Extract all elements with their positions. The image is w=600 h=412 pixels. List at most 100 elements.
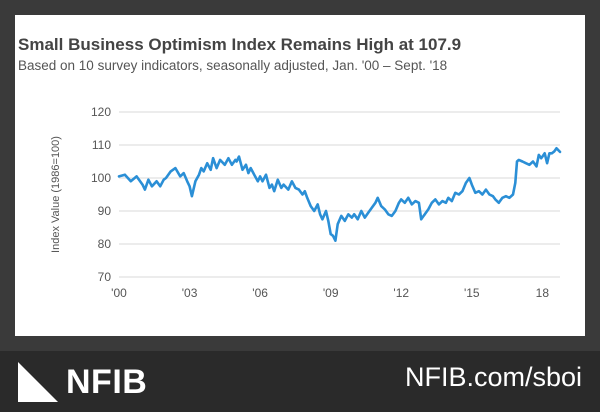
data-point xyxy=(447,197,450,199)
data-point xyxy=(559,151,561,153)
data-point xyxy=(265,173,267,176)
data-point xyxy=(135,175,138,178)
data-point xyxy=(194,180,197,183)
data-point xyxy=(538,154,540,156)
data-point xyxy=(407,197,410,199)
data-point xyxy=(360,210,363,212)
data-point xyxy=(202,170,205,173)
data-point xyxy=(268,187,271,189)
data-point xyxy=(200,167,203,169)
data-point xyxy=(155,180,158,183)
x-tick-label: '06 xyxy=(252,286,268,300)
data-point xyxy=(546,162,548,164)
line-chart: 70 80 90 100 110 120 '00 '03 '06 '09 '12 '15 18 Ind… xyxy=(50,105,562,300)
y-tick-label: 90 xyxy=(98,204,112,218)
data-point xyxy=(431,202,433,204)
data-point xyxy=(282,183,285,186)
series-line xyxy=(117,147,562,242)
data-point xyxy=(347,213,350,216)
data-point xyxy=(438,203,440,206)
data-point xyxy=(247,172,250,174)
x-tick-label: '09 xyxy=(323,286,339,300)
data-point xyxy=(494,198,497,201)
data-point xyxy=(227,157,230,159)
data-point xyxy=(186,180,188,183)
data-point xyxy=(253,173,255,176)
data-point xyxy=(501,197,504,199)
data-point xyxy=(191,195,193,197)
data-point xyxy=(516,160,518,163)
data-point xyxy=(553,150,555,153)
data-point xyxy=(404,202,406,204)
data-point xyxy=(471,183,473,186)
data-point xyxy=(245,164,247,166)
data-point xyxy=(543,152,546,155)
data-point xyxy=(351,216,353,219)
y-tick-labels: 70 80 90 100 110 120 xyxy=(91,105,111,284)
data-point xyxy=(541,155,544,158)
data-point xyxy=(441,200,444,202)
x-tick-label: 18 xyxy=(536,286,550,300)
data-point xyxy=(130,180,132,183)
x-tick-label: '00 xyxy=(111,286,127,300)
data-point xyxy=(224,164,226,166)
data-point xyxy=(458,193,460,196)
data-point xyxy=(508,197,511,199)
x-tick-label: '12 xyxy=(393,286,409,300)
data-point xyxy=(234,159,237,161)
data-point xyxy=(340,215,343,217)
data-point xyxy=(371,206,373,209)
data-point xyxy=(151,185,153,188)
data-point xyxy=(301,193,304,196)
footer-bar: NFIB NFIB.com/sboi xyxy=(0,351,600,412)
data-point xyxy=(424,213,426,216)
data-point xyxy=(514,182,517,184)
data-point xyxy=(329,233,332,235)
data-point xyxy=(309,205,312,207)
data-point xyxy=(474,192,477,194)
data-point xyxy=(238,155,240,158)
data-point xyxy=(478,190,480,192)
data-point xyxy=(316,203,319,206)
data-point xyxy=(249,167,252,169)
data-point xyxy=(271,183,273,186)
chart-subtitle: Based on 10 survey indicators, seasonall… xyxy=(18,58,448,73)
data-point xyxy=(165,177,167,179)
data-point xyxy=(319,213,321,216)
data-point xyxy=(512,193,514,196)
data-point xyxy=(231,164,233,166)
x-tick-labels: '00 '03 '06 '09 '12 '15 18 xyxy=(111,286,549,300)
data-point xyxy=(325,210,327,212)
data-point xyxy=(179,175,181,178)
data-point xyxy=(273,190,276,192)
y-tick-label: 70 xyxy=(98,270,112,284)
data-point xyxy=(540,157,542,159)
y-axis-label: Index Value (1986=100) xyxy=(50,136,62,253)
data-point xyxy=(344,220,346,222)
data-point xyxy=(291,180,293,183)
data-point xyxy=(411,203,413,206)
data-point xyxy=(198,173,200,176)
data-point xyxy=(492,195,494,197)
chart-title: Small Business Optimism Index Remains Hi… xyxy=(18,35,462,54)
data-point xyxy=(422,215,425,217)
data-point xyxy=(182,172,185,174)
data-point xyxy=(313,210,316,212)
data-point xyxy=(505,195,507,197)
data-point xyxy=(259,175,261,178)
x-tick-label: '03 xyxy=(182,286,198,300)
data-point xyxy=(518,159,520,161)
data-point xyxy=(306,197,309,199)
data-point xyxy=(391,215,393,217)
data-point xyxy=(294,187,297,189)
data-point xyxy=(376,197,379,199)
data-point xyxy=(367,211,370,214)
data-point xyxy=(336,223,339,225)
data-point xyxy=(298,188,300,191)
data-point xyxy=(287,188,290,191)
data-point xyxy=(521,160,524,163)
data-point xyxy=(414,200,417,202)
data-point xyxy=(206,162,208,164)
data-point xyxy=(332,235,334,237)
data-point xyxy=(169,170,172,173)
